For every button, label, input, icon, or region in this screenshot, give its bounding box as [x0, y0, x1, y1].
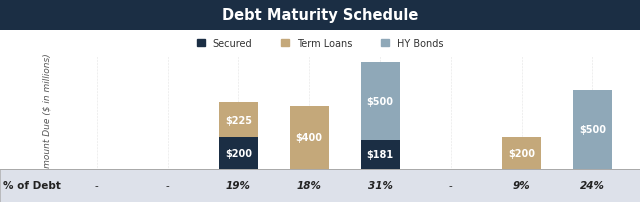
Legend: Secured, Term Loans, HY Bonds: Secured, Term Loans, HY Bonds	[196, 39, 444, 49]
Bar	[573, 91, 612, 169]
Bar	[219, 138, 258, 169]
Text: -: -	[449, 180, 452, 190]
Text: $200: $200	[225, 148, 252, 158]
Text: 31%: 31%	[367, 180, 392, 190]
Text: 18%: 18%	[297, 180, 322, 190]
Text: Debt Maturity Schedule: Debt Maturity Schedule	[222, 8, 418, 23]
Bar	[360, 140, 399, 169]
Text: $200: $200	[508, 148, 535, 158]
Text: $181: $181	[367, 150, 394, 160]
Text: $500: $500	[579, 125, 606, 135]
Text: 9%: 9%	[513, 180, 531, 190]
Text: % of Debt: % of Debt	[3, 180, 61, 190]
Text: 24%: 24%	[580, 180, 605, 190]
Y-axis label: Amount Due ($ in millions): Amount Due ($ in millions)	[43, 53, 52, 173]
Text: 19%: 19%	[226, 180, 251, 190]
Bar	[502, 138, 541, 169]
Bar	[290, 106, 329, 169]
Text: -: -	[166, 180, 170, 190]
Text: $500: $500	[367, 97, 394, 106]
Text: -: -	[95, 180, 99, 190]
Text: $400: $400	[296, 133, 323, 142]
Bar	[360, 63, 399, 140]
Bar	[219, 102, 258, 138]
Text: $225: $225	[225, 115, 252, 125]
